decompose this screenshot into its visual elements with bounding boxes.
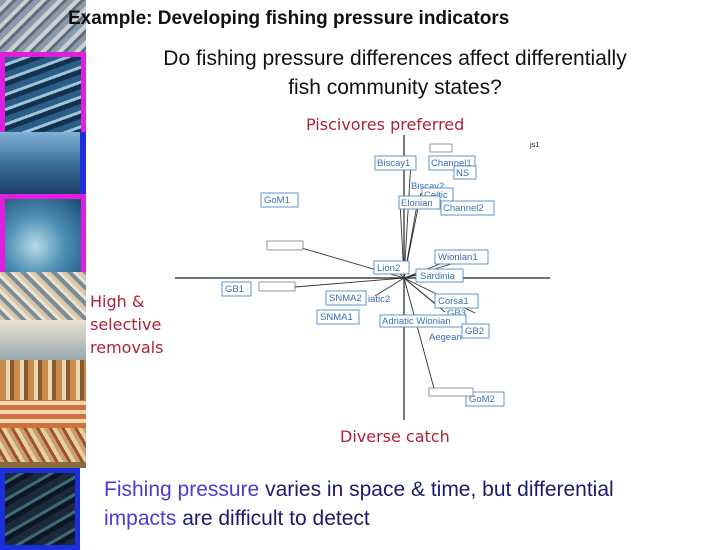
axis-label-bottom: Diverse catch (340, 427, 450, 446)
label-ns: NS (453, 165, 477, 180)
label-lion2: Lion2 (373, 260, 410, 275)
svg-text:Celtic: Celtic (424, 190, 448, 201)
svg-text:Biscay1: Biscay1 (377, 158, 410, 169)
caption-text-2: are difficult to detect (176, 507, 370, 530)
svg-text:Wionian1: Wionian1 (438, 252, 478, 263)
label-channel2: Channel2 (440, 200, 495, 216)
svg-text:Biscay2: Biscay2 (411, 181, 444, 192)
label-biscay2: Biscay2 (411, 181, 444, 192)
svg-text:SNMA1: SNMA1 (320, 312, 353, 323)
label-gb3: GB3 (447, 308, 466, 319)
seabird-painting (0, 320, 86, 360)
label-elonian: Elonian (398, 195, 441, 210)
svg-text:SNMA2: SNMA2 (329, 293, 362, 304)
label-gb2: GB2 (461, 323, 490, 339)
small-variable-tags (258, 143, 474, 397)
svg-text:GoM2: GoM2 (469, 394, 495, 405)
mosaic-painting (0, 428, 86, 462)
label-gb1: GB1 (221, 281, 252, 297)
octopus-painting (0, 400, 86, 428)
label-gom1: GoM1 (260, 192, 299, 208)
svg-text:Sardinia: Sardinia (420, 271, 456, 282)
question-line-1: Do fishing pressure differences affect d… (163, 47, 627, 70)
svg-text:iatic2: iatic2 (368, 294, 390, 305)
tuna-boat-painting (0, 132, 86, 194)
ordination-plot: Biscay1 Channel1 NS Biscay2 Celtic Eloni… (175, 135, 555, 420)
svg-text:Lion2: Lion2 (377, 263, 400, 274)
fish-market-painting (0, 0, 86, 52)
label-sardinia: Sardinia (415, 268, 464, 283)
slide-title: Example: Developing fishing pressure ind… (68, 8, 510, 29)
axis-label-left-line-2: selective (90, 315, 162, 334)
slide-question: Do fishing pressure differences affect d… (100, 44, 690, 102)
label-adriatic2: iatic2 (368, 294, 390, 305)
svg-text:NS: NS (456, 168, 469, 179)
label-corner: js1 (529, 140, 540, 149)
label-adriatic-wionian: Adriatic Wionian (379, 314, 467, 328)
caption-highlight-fishing-pressure: Fishing pressure (104, 478, 260, 501)
svg-text:Channel1: Channel1 (431, 158, 472, 169)
label-gom2: GoM2 (465, 391, 505, 407)
svg-text:GB3: GB3 (447, 308, 466, 319)
question-line-2: fish community states? (288, 76, 502, 99)
label-corsa1: Corsa1 (434, 293, 479, 309)
caption-highlight-impacts: impacts (104, 507, 177, 530)
slide-caption: Fishing pressure varies in space & time,… (104, 475, 704, 533)
label-snma1: SNMA1 (316, 309, 360, 325)
label-aegean: Aegean (429, 332, 462, 343)
svg-text:Elonian: Elonian (401, 198, 433, 209)
label-wionian1: Wionian1 (434, 249, 489, 265)
svg-text:GB2: GB2 (465, 326, 484, 337)
flatfish-painting (0, 462, 86, 468)
svg-text:GoM1: GoM1 (264, 195, 290, 206)
school-of-fish-painting (0, 52, 86, 142)
image-strip (0, 0, 92, 550)
caption-text-1: varies in space & time, but differential (259, 478, 614, 501)
blue-sea-painting (0, 194, 86, 282)
axis-label-top: Piscivores preferred (306, 115, 465, 134)
svg-text:GB1: GB1 (225, 284, 244, 295)
net-and-rope-painting (0, 272, 86, 320)
label-biscay1: Biscay1 (374, 155, 417, 171)
mosaic-fish-painting (0, 360, 86, 400)
axis-label-left-line-1: High & (90, 292, 145, 311)
svg-text:Aegean: Aegean (429, 332, 462, 343)
svg-text:Channel2: Channel2 (443, 203, 484, 214)
svg-text:js1: js1 (529, 140, 540, 149)
deep-sea-painting (0, 468, 80, 550)
axis-label-left-line-3: removals (90, 338, 164, 357)
svg-text:Corsa1: Corsa1 (438, 296, 469, 307)
svg-text:Adriatic Wionian: Adriatic Wionian (382, 316, 451, 327)
label-snma2: SNMA2 (325, 290, 367, 306)
axis-label-left: High & selective removals (90, 290, 164, 359)
